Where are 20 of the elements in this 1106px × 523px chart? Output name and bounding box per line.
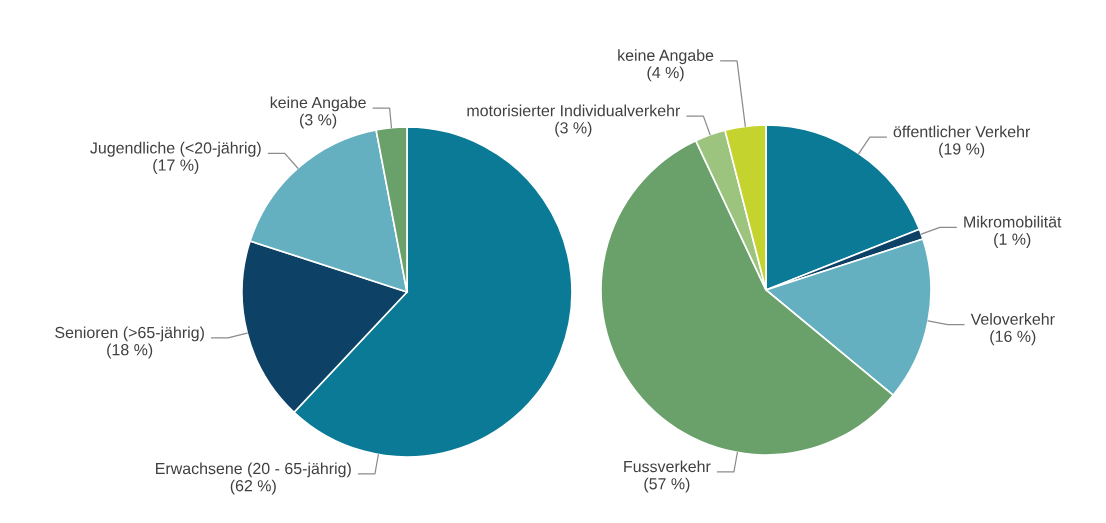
data-label: (4 %) [647,66,684,82]
data-label: (17 %) [153,159,199,174]
data-label: (19 %) [939,142,985,158]
slice-label: keine Angabe [618,49,714,65]
slice-label: keine Angabe [270,96,366,112]
slice-label: Mikromobilität [964,215,1062,228]
data-label: (16 %) [990,330,1036,346]
slice-label: Fussverkehr [624,460,711,473]
slice-label: Erwachsene (20 - 65-jährig) [156,462,351,478]
data-label: (57 %) [644,477,690,493]
data-label: (62 %) [230,479,276,495]
slice-label: motorisierter Individualverkehr [467,104,681,117]
data-label: (3 %) [555,121,592,137]
slice-label: Jugendliche (<20-jährig) [90,141,261,157]
data-label: (3 %) [300,113,337,129]
slice-label: Senioren (>65-jährig) [55,326,204,342]
slice-label: Veloverkehr [970,313,1055,325]
data-label: (1 %) [994,233,1031,248]
slice-label: öffentlicher Verkehr [893,125,1031,138]
data-label: (18 %) [107,343,153,359]
